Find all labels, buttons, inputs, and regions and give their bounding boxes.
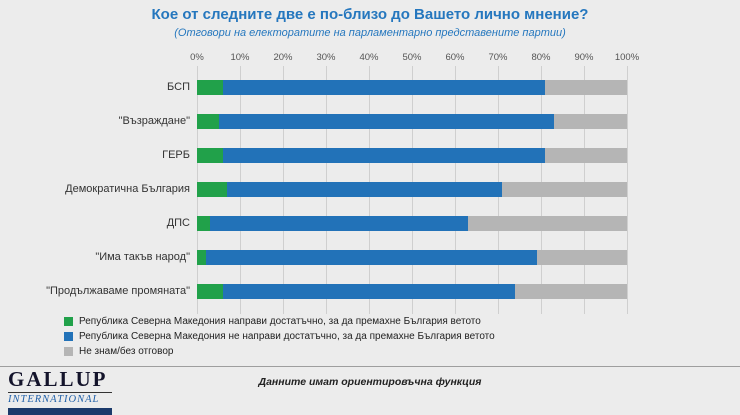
category-label: "Има такъв народ" — [95, 250, 190, 263]
bar-segment — [222, 283, 516, 299]
legend-item: Република Северна Македония направи дост… — [64, 316, 495, 327]
x-axis-tick-label: 20% — [273, 52, 293, 63]
bar-segment — [222, 79, 546, 95]
bar-row — [197, 215, 627, 231]
chart-legend: Република Северна Македония направи дост… — [64, 316, 495, 361]
legend-item: Република Северна Македония не направи д… — [64, 331, 495, 342]
x-axis-tick-label: 100% — [614, 52, 640, 63]
x-axis-tick-label: 30% — [316, 52, 336, 63]
category-label: "Продължаваме промяната" — [46, 284, 190, 297]
category-label: ДПС — [166, 216, 190, 229]
bar-segment — [545, 79, 627, 95]
legend-label: Република Северна Македония не направи д… — [79, 331, 495, 342]
x-axis-tick-label: 90% — [574, 52, 594, 63]
bar-segment — [553, 113, 627, 129]
bar-segment — [536, 249, 627, 265]
legend-swatch — [64, 317, 73, 326]
bar-segment — [197, 181, 228, 197]
bar-segment — [467, 215, 627, 231]
category-label: Демократична България — [65, 182, 190, 195]
bar-row — [197, 147, 627, 163]
gridline — [627, 66, 628, 314]
bar-segment — [197, 283, 223, 299]
bar-row — [197, 283, 627, 299]
x-axis-tick-label: 50% — [402, 52, 422, 63]
x-axis-tick-label: 80% — [531, 52, 551, 63]
x-axis-tick-label: 40% — [359, 52, 379, 63]
stacked-bar-chart: 0% 10% 20% 30% 40% 50% 60% 70% 80% 90% 100% БСП "Въз… — [46, 52, 640, 314]
category-label: "Възраждане" — [118, 114, 190, 127]
legend-label: Република Северна Македония направи дост… — [79, 316, 481, 327]
category-label: ГЕРБ — [162, 148, 190, 161]
bar-segment — [197, 147, 223, 163]
footer-note: Данните имат ориентировъчна функция — [258, 376, 482, 388]
bar-segment — [227, 181, 503, 197]
legend-item: Не знам/без отговор — [64, 346, 495, 357]
bar-row — [197, 181, 627, 197]
bar-segment — [545, 147, 627, 163]
bar-row — [197, 79, 627, 95]
logo-bar — [8, 407, 112, 415]
bar-segment — [515, 283, 627, 299]
bar-segment — [209, 215, 468, 231]
logo-international-text: INTERNATIONAL — [8, 394, 100, 405]
bar-segment — [197, 113, 219, 129]
chart-title: Кое от следните две е по-близо до Вашето… — [151, 6, 589, 23]
x-axis-tick-label: 10% — [230, 52, 250, 63]
bar-row — [197, 249, 627, 265]
bar-row — [197, 113, 627, 129]
x-axis-tick-label: 0% — [190, 52, 204, 63]
bar-segment — [205, 249, 537, 265]
bar-segment — [197, 249, 206, 265]
logo-gallup-text: GALLUP — [8, 367, 108, 391]
bar-segment — [222, 147, 546, 163]
footer-divider — [0, 366, 740, 367]
chart-subtitle: (Отговори на електоратите на парламентар… — [174, 27, 566, 39]
x-axis-tick-label: 60% — [445, 52, 465, 63]
legend-label: Не знам/без отговор — [79, 346, 174, 357]
category-label: БСП — [167, 80, 190, 93]
bar-segment — [502, 181, 627, 197]
bar-segment — [197, 215, 210, 231]
x-axis-tick-label: 70% — [488, 52, 508, 63]
legend-swatch — [64, 347, 73, 356]
legend-swatch — [64, 332, 73, 341]
logo-rule — [8, 392, 112, 393]
bar-segment — [197, 79, 223, 95]
bar-segment — [218, 113, 554, 129]
